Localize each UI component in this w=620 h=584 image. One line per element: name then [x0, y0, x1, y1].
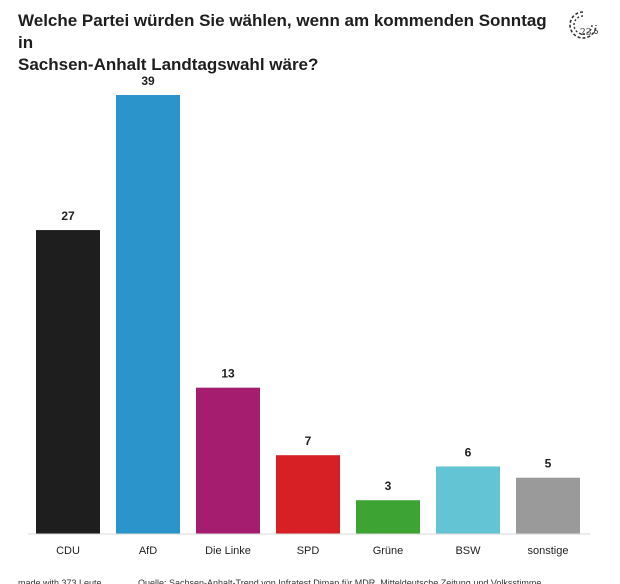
- chart-title-line-2: Sachsen-Anhalt Landtagswahl wäre?: [18, 55, 319, 74]
- value-labels-group: 27 39 13 7 3 6 5: [61, 74, 551, 493]
- bar-spd: [276, 455, 340, 534]
- bar-bsw: [436, 466, 500, 534]
- bar-gr-ne: [356, 500, 420, 534]
- bar-die-linke: [196, 387, 260, 534]
- category-label-spd: SPD: [297, 545, 320, 557]
- category-labels-group: CDU AfD Die Linke SPD Grüne BSW sonstige: [56, 545, 568, 557]
- chart-title-line-1: Welche Partei würden Sie wählen, wenn am…: [18, 11, 547, 52]
- value-label-spd: 7: [305, 434, 312, 448]
- value-label-sonstige: 5: [545, 457, 552, 471]
- category-label-sonstige: sonstige: [528, 545, 569, 557]
- bar-sonstige: [516, 477, 580, 534]
- bar-afd: [116, 95, 180, 534]
- value-label-die-linke: 13: [221, 367, 235, 381]
- category-label-gr-ne: Grüne: [373, 545, 404, 557]
- value-label-gr-ne: 3: [385, 479, 392, 493]
- bars-group: [36, 95, 580, 535]
- category-label-afd: AfD: [139, 545, 157, 557]
- category-label-bsw: BSW: [455, 545, 481, 557]
- footer-credit: made with 373 Leute: [18, 578, 102, 584]
- chart-title: Welche Partei würden Sie wählen, wenn am…: [18, 10, 558, 76]
- value-label-afd: 39: [141, 74, 155, 88]
- bar-cdu: [36, 230, 100, 535]
- value-label-bsw: 6: [465, 445, 472, 459]
- category-label-cdu: CDU: [56, 545, 80, 557]
- value-label-cdu: 27: [61, 209, 75, 223]
- brand-logo-icon: 23: [569, 11, 598, 39]
- footer-source: Quelle: Sachsen-Anhalt-Trend von Infrate…: [138, 578, 542, 584]
- logo-text: 23: [580, 28, 592, 38]
- chart-footer: made with 373 Leute Quelle: Sachsen-Anha…: [18, 576, 618, 584]
- category-label-die-linke: Die Linke: [205, 545, 251, 557]
